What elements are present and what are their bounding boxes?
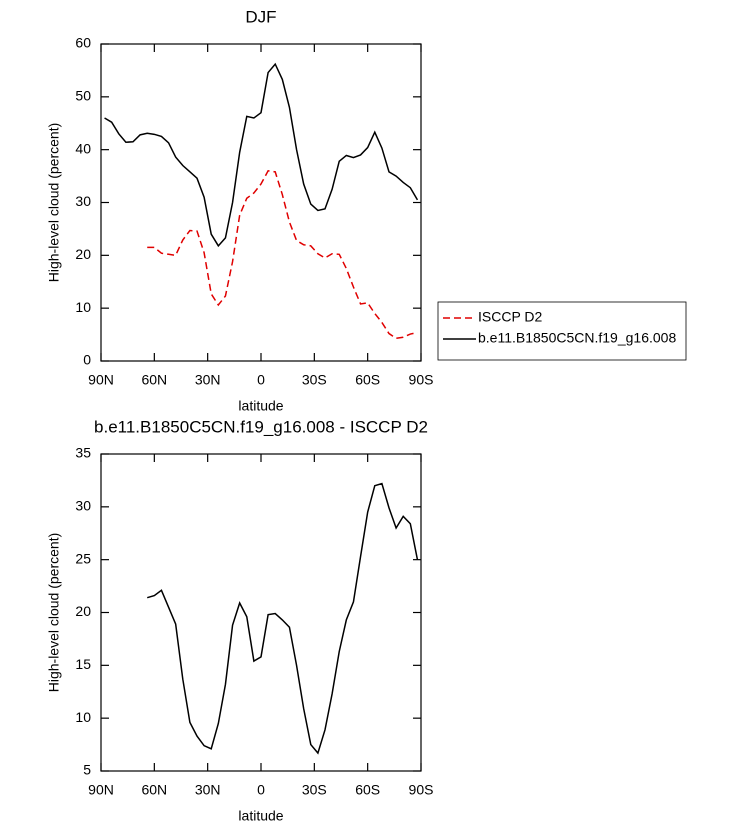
x-tick-label: 60S bbox=[355, 782, 380, 798]
legend-label: ISCCP D2 bbox=[478, 309, 543, 325]
y-tick-label: 20 bbox=[75, 246, 91, 262]
chart-title: DJF bbox=[245, 7, 276, 26]
y-tick-label: 10 bbox=[75, 299, 91, 315]
x-tick-label: 60S bbox=[355, 372, 380, 388]
y-tick-label: 60 bbox=[75, 35, 91, 51]
x-tick-label: 30N bbox=[195, 782, 221, 798]
plot-frame bbox=[100, 453, 422, 772]
x-tick-label: 60N bbox=[141, 372, 167, 388]
y-tick-label: 35 bbox=[75, 445, 91, 461]
x-tick-label: 0 bbox=[257, 782, 265, 798]
y-tick-label: 25 bbox=[75, 550, 91, 566]
y-tick-label: 0 bbox=[83, 352, 91, 368]
x-tick-label: 30S bbox=[302, 782, 327, 798]
y-axis-label: High-level cloud (percent) bbox=[46, 123, 62, 283]
x-tick-label: 0 bbox=[257, 372, 265, 388]
x-tick-label: 90N bbox=[88, 372, 114, 388]
y-tick-label: 5 bbox=[83, 762, 91, 778]
data-line bbox=[147, 482, 419, 755]
data-line bbox=[104, 62, 419, 248]
plot-frame bbox=[100, 43, 422, 362]
chart-title: b.e11.B1850C5CN.f19_g16.008 - ISCCP D2 bbox=[94, 417, 428, 436]
y-axis-label: High-level cloud (percent) bbox=[46, 533, 62, 693]
x-tick-label: 60N bbox=[141, 782, 167, 798]
x-tick-label: 90S bbox=[409, 782, 434, 798]
y-tick-label: 15 bbox=[75, 656, 91, 672]
legend-box bbox=[437, 301, 687, 361]
x-axis-label: latitude bbox=[238, 398, 283, 414]
x-tick-label: 90N bbox=[88, 782, 114, 798]
x-tick-label: 30N bbox=[195, 372, 221, 388]
x-axis-label: latitude bbox=[238, 808, 283, 824]
y-tick-label: 20 bbox=[75, 603, 91, 619]
y-tick-label: 40 bbox=[75, 140, 91, 156]
y-tick-label: 30 bbox=[75, 498, 91, 514]
y-tick-label: 30 bbox=[75, 193, 91, 209]
legend-label: b.e11.B1850C5CN.f19_g16.008 bbox=[478, 330, 676, 346]
y-tick-label: 50 bbox=[75, 88, 91, 104]
x-tick-label: 30S bbox=[302, 372, 327, 388]
y-tick-label: 10 bbox=[75, 709, 91, 725]
data-line bbox=[147, 169, 418, 340]
x-tick-label: 90S bbox=[409, 372, 434, 388]
